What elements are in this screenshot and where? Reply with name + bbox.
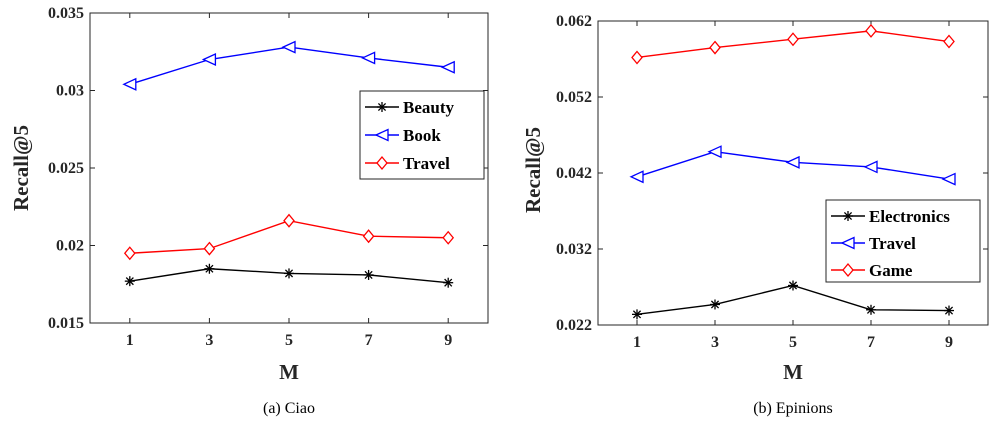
data-point-b-travel [863, 160, 878, 174]
data-point-b-game [709, 40, 721, 55]
legend-label-a-travel: Travel [403, 154, 450, 173]
data-point-a-beauty [363, 269, 374, 280]
legend-marker-a [374, 128, 389, 142]
data-point-b-electronics [632, 309, 642, 320]
ytick-label-b: 0.052 [556, 89, 592, 106]
data-point-b-game [787, 32, 799, 47]
data-point-b-game [631, 50, 643, 65]
xtick-label-b: 9 [945, 334, 953, 351]
xtick-label-b: 5 [789, 334, 797, 351]
caption-a: (a) Ciao [263, 400, 315, 417]
xtick-label-a: 3 [205, 332, 213, 349]
data-point-b-game [943, 34, 955, 49]
legend-label-a-beauty: Beauty [403, 98, 455, 117]
ytick-label-a: 0.015 [48, 315, 84, 332]
plot-area-a: 0.015 0.02 0.025 0.03 0.035 1 3 5 7 9 Beauty Book Tr… [48, 5, 489, 349]
data-point-a-book [122, 77, 137, 91]
legend-marker-b [840, 236, 855, 250]
data-point-b-electronics [944, 305, 954, 316]
data-point-b-electronics [710, 299, 720, 310]
data-point-b-travel [785, 155, 800, 169]
data-point-a-beauty [443, 277, 454, 288]
ytick-label-a: 0.035 [48, 5, 84, 22]
legend-marker-b [842, 262, 854, 278]
data-point-a-book [281, 40, 296, 54]
legend-label-b-travel: Travel [869, 234, 916, 253]
xtick-label-b: 3 [711, 334, 719, 351]
xtick-label-a: 7 [365, 332, 373, 349]
data-point-a-beauty [124, 276, 135, 287]
xtick-label-a: 5 [285, 332, 293, 349]
data-point-a-book [440, 60, 455, 74]
ytick-label-b: 0.042 [556, 165, 592, 182]
data-point-a-travel [123, 246, 136, 261]
data-point-b-electronics [866, 304, 876, 315]
legend-marker-a [377, 102, 387, 112]
legend-label-a-book: Book [403, 126, 441, 145]
data-point-a-travel [442, 230, 455, 245]
xtick-label-a: 9 [444, 332, 452, 349]
data-point-b-travel [941, 172, 956, 186]
data-point-a-travel [283, 213, 295, 228]
data-point-b-travel [707, 145, 722, 159]
data-point-a-book [361, 51, 376, 65]
data-point-b-game [865, 23, 877, 38]
ytick-label-b: 0.032 [556, 241, 592, 258]
data-point-b-electronics [788, 280, 798, 291]
ylabel-a: Recall@5 [9, 125, 33, 211]
data-point-a-travel [203, 241, 216, 256]
legend-marker-a [376, 155, 388, 171]
data-point-a-travel [362, 229, 375, 244]
xtick-label-b: 7 [867, 334, 875, 351]
data-point-a-beauty [284, 268, 294, 279]
chart-panel-b: 0.022 0.032 0.042 0.052 0.062 1 3 5 7 9 Electronic… [521, 13, 989, 417]
xtick-label-a: 1 [126, 332, 134, 349]
ytick-label-b: 0.062 [556, 13, 592, 30]
ytick-label-a: 0.02 [56, 238, 84, 255]
legend-label-b-game: Game [869, 261, 913, 280]
legend-marker-b [843, 211, 853, 221]
data-point-b-travel [629, 170, 644, 184]
ytick-label-a: 0.025 [48, 160, 84, 177]
xlabel-a: M [279, 360, 299, 384]
legend-b: Electronics Travel Game [825, 199, 981, 283]
xlabel-b: M [783, 360, 803, 384]
data-point-a-beauty [204, 263, 215, 274]
caption-b: (b) Epinions [753, 400, 833, 417]
legend-label-b-electronics: Electronics [869, 207, 950, 226]
xtick-label-b: 1 [633, 334, 641, 351]
ytick-label-a: 0.03 [56, 83, 84, 100]
chart-panel-a: 0.015 0.02 0.025 0.03 0.035 1 3 5 7 9 Beauty Book Tr… [9, 5, 489, 417]
legend-a: Beauty Book Travel [359, 90, 485, 180]
data-point-a-book [201, 52, 217, 67]
plot-area-b: 0.022 0.032 0.042 0.052 0.062 1 3 5 7 9 Electronic… [556, 13, 989, 351]
ytick-label-b: 0.022 [556, 317, 592, 334]
ylabel-b: Recall@5 [521, 127, 545, 213]
series-line-a-book [129, 46, 449, 85]
